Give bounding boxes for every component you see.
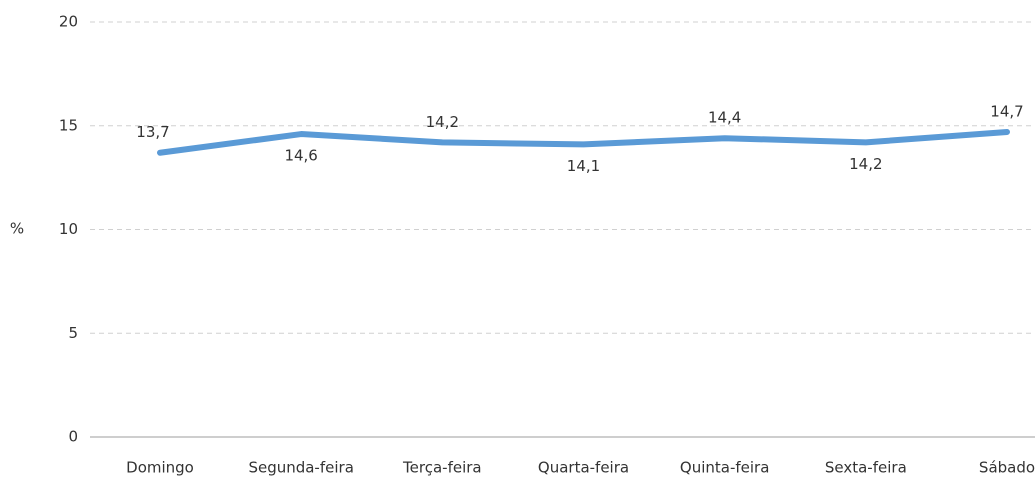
x-tick-label: Quarta-feira (538, 459, 629, 477)
x-tick-label: Sexta-feira (825, 459, 907, 477)
y-tick-label: 10 (59, 220, 78, 238)
data-label: 13,7 (136, 123, 169, 141)
x-tick-label: Domingo (126, 459, 194, 477)
y-tick-label: 0 (68, 428, 78, 446)
data-label: 14,7 (990, 102, 1023, 120)
y-axis-label: % (10, 220, 24, 238)
data-label: 14,4 (708, 109, 741, 127)
line (157, 128, 1010, 156)
data-label: 14,6 (284, 147, 317, 165)
x-tick-label: Sábado (979, 459, 1035, 477)
x-tick-label: Segunda-feira (248, 459, 353, 477)
y-tick-label: 5 (68, 324, 78, 342)
y-tick-label: 20 (59, 13, 78, 31)
data-label: 14,2 (849, 155, 882, 173)
y-tick-label: 15 (59, 116, 78, 134)
x-tick-label: Terça-feira (402, 459, 482, 477)
x-tick-label: Quinta-feira (680, 459, 770, 477)
data-label: 14,2 (426, 113, 459, 131)
data-label: 14,1 (567, 157, 600, 175)
